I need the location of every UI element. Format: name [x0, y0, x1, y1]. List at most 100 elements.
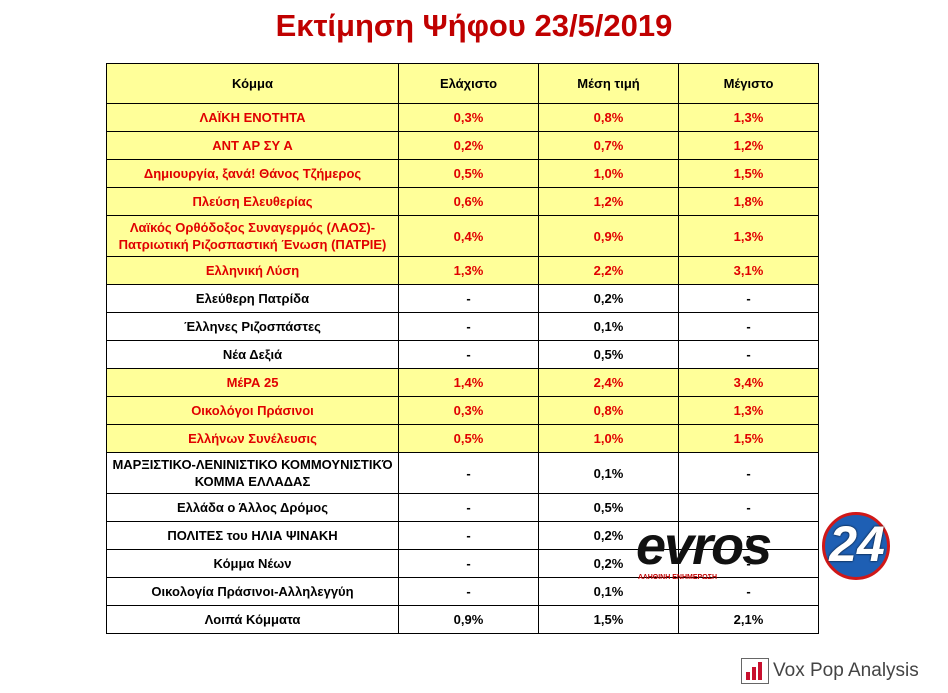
cell-avg: 2,2% — [538, 256, 679, 285]
cell-avg: 1,2% — [538, 187, 679, 216]
cell-avg: 0,2% — [538, 549, 679, 578]
cell-max: - — [678, 577, 819, 606]
cell-min: 0,3% — [398, 396, 539, 425]
cell-min: 0,9% — [398, 605, 539, 634]
cell-avg: 0,8% — [538, 396, 679, 425]
cell-avg: 0,9% — [538, 215, 679, 257]
cell-max: 1,3% — [678, 103, 819, 132]
table-row: ΑΝΤ ΑΡ ΣΥ Α 0,2% 0,7% 1,2% — [106, 131, 819, 160]
cell-party: Ελληνική Λύση — [106, 256, 399, 285]
cell-party: Λοιπά Κόμματα — [106, 605, 399, 634]
cell-avg: 1,0% — [538, 424, 679, 453]
header-min: Ελάχιστο — [398, 63, 539, 104]
cell-max: 1,3% — [678, 396, 819, 425]
table-header-row: Κόμμα Ελάχιστο Μέση τιμή Μέγιστο — [106, 63, 819, 104]
table-row: ΛΑΪΚΗ ΕΝΟΤΗΤΑ 0,3% 0,8% 1,3% — [106, 103, 819, 132]
table-row: ΜΑΡΞΙΣΤΙΚΟ-ΛΕΝΙΝΙΣΤΙΚΟ ΚΟΜΜΟΥΝΙΣΤΙΚΌ ΚΟΜ… — [106, 452, 819, 494]
cell-avg: 0,7% — [538, 131, 679, 160]
cell-max: - — [678, 521, 819, 550]
cell-max: 1,2% — [678, 131, 819, 160]
evros-tagline: ΑΛΗΘΙΝΗ ΕΝΗΜΕΡΩΣΗ — [638, 574, 718, 581]
cell-min: - — [398, 452, 539, 494]
cell-max: 1,8% — [678, 187, 819, 216]
cell-party: Οικολογία Πράσινοι-Αλληλεγγύη — [106, 577, 399, 606]
table-row: Οικολόγοι Πράσινοι 0,3% 0,8% 1,3% — [106, 396, 819, 425]
header-max: Μέγιστο — [678, 63, 819, 104]
cell-party: Οικολόγοι Πράσινοι — [106, 396, 399, 425]
cell-party: Έλληνες Ριζοσπάστες — [106, 312, 399, 341]
cell-avg: 1,5% — [538, 605, 679, 634]
cell-avg: 2,4% — [538, 368, 679, 397]
cell-min: 0,5% — [398, 424, 539, 453]
cell-party: ΜΑΡΞΙΣΤΙΚΟ-ΛΕΝΙΝΙΣΤΙΚΟ ΚΟΜΜΟΥΝΙΣΤΙΚΌ ΚΟΜ… — [106, 452, 399, 494]
cell-avg: 0,8% — [538, 103, 679, 132]
voxpop-logo: Vox Pop Analysis — [741, 656, 941, 686]
cell-avg: 0,1% — [538, 312, 679, 341]
cell-max: 1,5% — [678, 159, 819, 188]
table-row: Λαϊκός Ορθόδοξος Συναγερμός (ΛΑΟΣ)- Πατρ… — [106, 215, 819, 257]
cell-min: - — [398, 312, 539, 341]
cell-min: - — [398, 549, 539, 578]
cell-max: - — [678, 340, 819, 369]
cell-max: 1,5% — [678, 424, 819, 453]
cell-min: 0,4% — [398, 215, 539, 257]
cell-max: - — [678, 284, 819, 313]
table-row: Πλεύση Ελευθερίας 0,6% 1,2% 1,8% — [106, 187, 819, 216]
table-row: Οικολογία Πράσινοι-Αλληλεγγύη -0,1% - — [106, 577, 819, 606]
cell-party: Κόμμα Νέων — [106, 549, 399, 578]
cell-party: Δημιουργία, ξανά! Θάνος Τζήμερος — [106, 159, 399, 188]
cell-min: 1,3% — [398, 256, 539, 285]
table-row: Ελληνική Λύση 1,3% 2,2% 3,1% — [106, 256, 819, 285]
page-title: Εκτίμηση Ψήφου 23/5/2019 — [275, 8, 673, 43]
cell-avg: 0,5% — [538, 340, 679, 369]
table-row: ΠΟΛΙΤΕΣ του ΗΛΙΑ ΨΙΝΑΚΗ -0,2% - — [106, 521, 819, 550]
cell-party: Ελλάδα ο Άλλος Δρόμος — [106, 493, 399, 522]
cell-max: 2,1% — [678, 605, 819, 634]
cell-party: ΠΟΛΙΤΕΣ του ΗΛΙΑ ΨΙΝΑΚΗ — [106, 521, 399, 550]
cell-party: Λαϊκός Ορθόδοξος Συναγερμός (ΛΑΟΣ)- Πατρ… — [106, 215, 399, 257]
table-row: Έλληνες Ριζοσπάστες -0,1% - — [106, 312, 819, 341]
cell-min: 0,2% — [398, 131, 539, 160]
evros24-watermark: evros 24 ΑΛΗΘΙΝΗ ΕΝΗΜΕΡΩΣΗ — [636, 508, 896, 588]
cell-min: - — [398, 284, 539, 313]
cell-min: 1,4% — [398, 368, 539, 397]
cell-avg: 0,1% — [538, 577, 679, 606]
evros-logo-word: evros — [636, 516, 772, 576]
cell-avg: 0,1% — [538, 452, 679, 494]
cell-min: - — [398, 521, 539, 550]
cell-min: 0,5% — [398, 159, 539, 188]
vote-estimate-table: Κόμμα Ελάχιστο Μέση τιμή Μέγιστο ΛΑΪΚΗ Ε… — [106, 63, 819, 634]
cell-avg: 1,0% — [538, 159, 679, 188]
evros-badge-circle — [822, 512, 890, 580]
cell-party: Πλεύση Ελευθερίας — [106, 187, 399, 216]
header-party: Κόμμα — [106, 63, 399, 104]
evros-logo-number: 24 — [829, 516, 885, 572]
cell-avg: 0,2% — [538, 521, 679, 550]
cell-avg: 0,5% — [538, 493, 679, 522]
table-row: Δημιουργία, ξανά! Θάνος Τζήμερος 0,5% 1,0%… — [106, 159, 819, 188]
cell-max: - — [678, 312, 819, 341]
table-row: Νέα Δεξιά -0,5% - — [106, 340, 819, 369]
cell-max: 3,4% — [678, 368, 819, 397]
cell-min: - — [398, 577, 539, 606]
cell-min: - — [398, 340, 539, 369]
cell-party: Ελεύθερη Πατρίδα — [106, 284, 399, 313]
table-row: Λοιπά Κόμματα 0,9% 1,5% 2,1% — [106, 605, 819, 634]
cell-party: ΑΝΤ ΑΡ ΣΥ Α — [106, 131, 399, 160]
header-avg: Μέση τιμή — [538, 63, 679, 104]
cell-max: - — [678, 452, 819, 494]
cell-party: ΛΑΪΚΗ ΕΝΟΤΗΤΑ — [106, 103, 399, 132]
cell-min: 0,3% — [398, 103, 539, 132]
cell-max: 1,3% — [678, 215, 819, 257]
cell-min: - — [398, 493, 539, 522]
table-row: ΜέΡΑ 25 1,4% 2,4% 3,4% — [106, 368, 819, 397]
cell-party: ΜέΡΑ 25 — [106, 368, 399, 397]
cell-party: Ελλήνων Συνέλευσις — [106, 424, 399, 453]
cell-avg: 0,2% — [538, 284, 679, 313]
voxpop-logo-text: Vox Pop Analysis — [773, 660, 919, 681]
table-row: Ελεύθερη Πατρίδα -0,2% - — [106, 284, 819, 313]
cell-max: - — [678, 493, 819, 522]
bar-chart-icon — [741, 658, 769, 684]
table-row: Κόμμα Νέων -0,2% - — [106, 549, 819, 578]
cell-max: 3,1% — [678, 256, 819, 285]
